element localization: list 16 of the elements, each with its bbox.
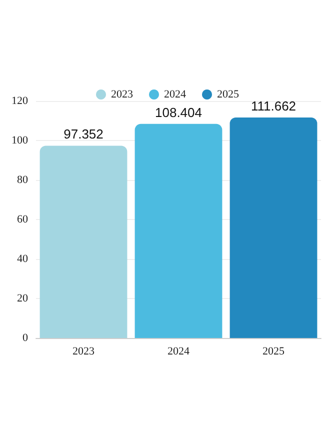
- legend-label: 2025: [217, 88, 240, 100]
- x-tick-label: 2024: [168, 346, 190, 358]
- y-tick-label: 40: [17, 253, 28, 265]
- data-label: 111.662: [250, 98, 296, 114]
- y-tick-label: 20: [17, 292, 28, 304]
- y-tick-label: 120: [12, 95, 28, 107]
- y-tick-label: 80: [17, 174, 28, 186]
- legend-label: 2024: [164, 88, 186, 100]
- legend-label: 2023: [111, 88, 134, 100]
- x-tick-label: 2023: [72, 346, 95, 358]
- y-tick-label: 0: [22, 332, 28, 344]
- x-tick-label: 2025: [262, 346, 285, 358]
- data-label: 108.404: [155, 104, 202, 120]
- data-label: 97.352: [64, 126, 104, 142]
- y-tick-label: 60: [17, 214, 28, 226]
- y-tick-label: 100: [12, 134, 28, 146]
